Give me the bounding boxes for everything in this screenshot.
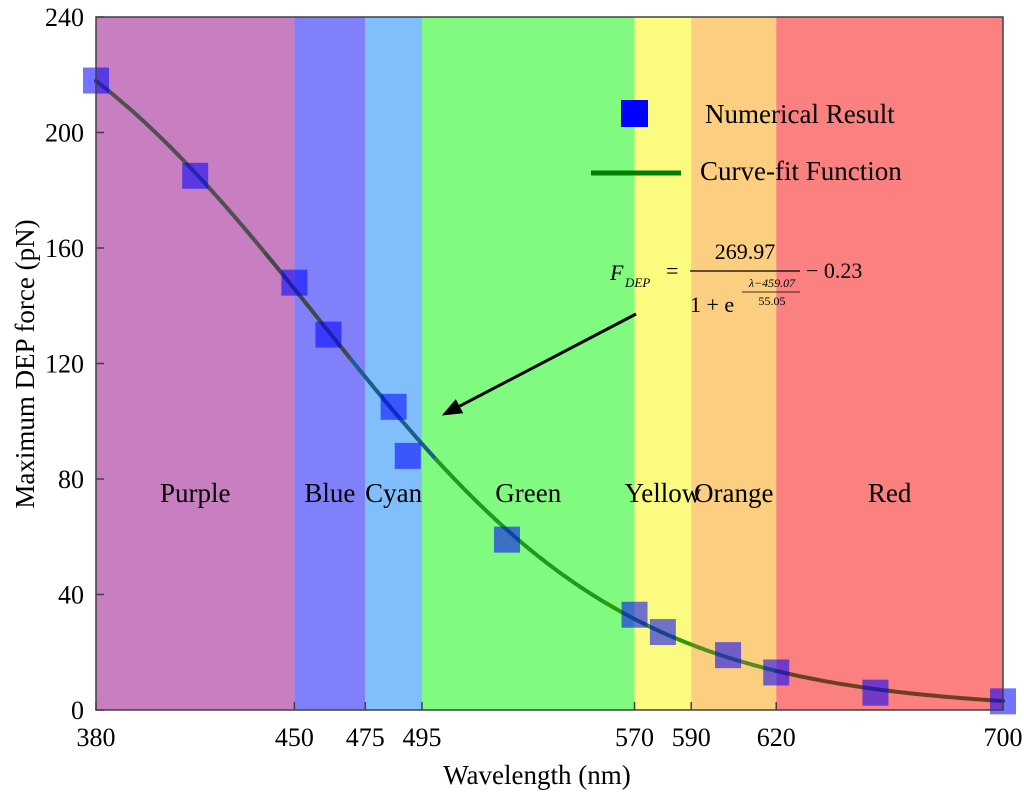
legend: Numerical Result Curve-fit Function — [591, 99, 902, 186]
legend-label-curve: Curve-fit Function — [700, 156, 902, 186]
data-point — [315, 321, 342, 348]
band-label-red: Red — [868, 478, 912, 508]
equation-numerator: 269.97 — [715, 239, 776, 264]
equation-lhs: F — [609, 260, 624, 285]
x-tick-label: 475 — [346, 723, 385, 752]
x-tick-label: 620 — [757, 723, 796, 752]
equation-equals: = — [666, 258, 678, 283]
band-purple — [96, 17, 295, 710]
y-tick-label: 80 — [58, 465, 84, 494]
band-red — [776, 17, 1003, 710]
annotation-arrow — [441, 312, 637, 416]
data-point — [281, 269, 308, 296]
equation-annotation: F DEP = 269.97 1 + e λ−459.07 55.05 − 0.… — [609, 239, 862, 317]
band-label-purple: Purple — [160, 478, 231, 508]
data-point — [715, 642, 742, 669]
x-tick-label: 380 — [77, 723, 116, 752]
spectrum-bands — [96, 17, 1003, 710]
data-point — [621, 601, 648, 628]
x-tick-label: 450 — [275, 723, 314, 752]
band-label-cyan: Cyan — [365, 478, 422, 508]
data-point — [763, 659, 790, 686]
arrow-line — [458, 312, 637, 408]
x-axis-title: Wavelength (nm) — [443, 760, 631, 790]
y-tick-label: 200 — [45, 119, 84, 148]
curve-fit-segment — [604, 601, 694, 647]
y-axis-title: Maximum DEP force (pN) — [10, 219, 40, 508]
equation-exponent-denominator: 55.05 — [759, 294, 786, 308]
band-green — [421, 17, 635, 710]
data-point — [649, 619, 676, 646]
y-tick-label: 120 — [45, 350, 84, 379]
data-point — [380, 393, 407, 420]
data-point — [182, 162, 209, 189]
y-tick-label: 40 — [58, 581, 84, 610]
equation-lhs-subscript: DEP — [624, 275, 650, 290]
data-point — [394, 442, 421, 469]
curve-fit-segment — [774, 668, 1005, 703]
y-tick-label: 160 — [45, 234, 84, 263]
band-label-orange: Orange — [694, 478, 773, 508]
data-point — [862, 679, 889, 706]
band-label-yellow: Yellow — [624, 478, 701, 508]
x-tick-label: 590 — [672, 723, 711, 752]
curve-fit-segment — [434, 457, 609, 606]
equation-exponent-numerator: λ−459.07 — [748, 276, 796, 290]
band-yellow — [634, 17, 692, 710]
equation-denominator: 1 + e — [690, 292, 734, 317]
x-tick-label: 570 — [615, 723, 654, 752]
arrow-head — [441, 399, 464, 416]
band-cyan — [365, 17, 422, 710]
x-tick-label: 495 — [402, 723, 441, 752]
legend-label-numerical: Numerical Result — [705, 99, 895, 129]
y-tick-label: 0 — [71, 696, 84, 725]
y-tick-label: 240 — [45, 3, 84, 32]
curve-fit-segment — [94, 78, 269, 257]
y-axis-ticks: 0 40 80 120 160 200 240 — [45, 3, 104, 725]
legend-marker-numerical — [621, 100, 648, 127]
x-tick-label: 700 — [984, 723, 1023, 752]
band-orange — [691, 17, 777, 710]
data-point — [493, 526, 520, 553]
equation-tail: − 0.23 — [806, 258, 862, 283]
band-label-blue: Blue — [304, 478, 355, 508]
x-axis-ticks: 380 450 475 495 570 590 620 700 — [77, 702, 1023, 752]
band-label-green: Green — [495, 478, 561, 508]
data-points — [83, 67, 1016, 715]
